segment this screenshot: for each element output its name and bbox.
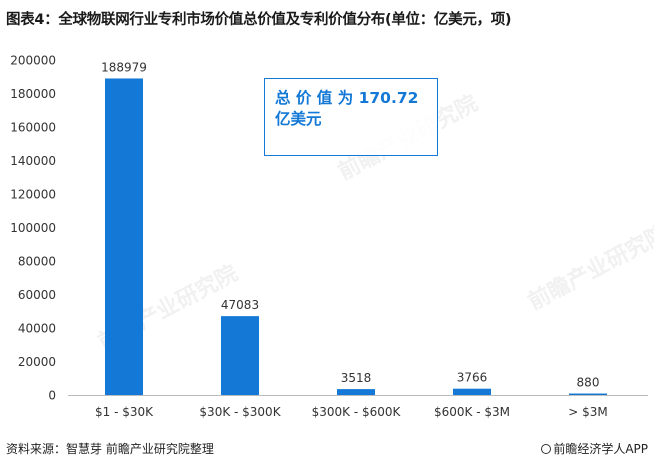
y-tick-label: 200000: [10, 54, 56, 68]
brand-credit: 前瞻经济学人APP: [541, 440, 648, 457]
bar: [337, 389, 375, 395]
y-tick-label: 100000: [10, 221, 56, 235]
data-label: 3766: [457, 371, 488, 385]
y-tick-label: 0: [48, 389, 56, 403]
y-axis: 0 20000 40000 60000 80000 100000 120000 140000 1…: [10, 54, 56, 403]
data-label: 880: [577, 376, 600, 390]
brand-logo-icon: [541, 444, 552, 454]
source-note: 资料来源：智慧芽 前瞻产业研究院整理: [6, 442, 214, 456]
x-tick-label: $600K - $3M: [434, 405, 510, 419]
y-tick-label: 180000: [10, 87, 56, 101]
data-label: 188979: [101, 60, 147, 74]
brand-label: 前瞻经济学人APP: [553, 442, 648, 456]
x-tick-label: $30K - $300K: [199, 405, 281, 419]
y-tick-label: 140000: [10, 154, 56, 168]
y-tick-label: 80000: [18, 255, 56, 269]
y-tick-label: 160000: [10, 121, 56, 135]
x-tick-label: > $3M: [568, 405, 608, 419]
bar: [105, 78, 143, 395]
x-tick-label: $1 - $30K: [95, 405, 154, 419]
bar-series: [105, 78, 607, 395]
data-label: 3518: [341, 371, 372, 385]
x-tick-label: $300K - $600K: [312, 405, 402, 419]
data-label: 47083: [221, 298, 259, 312]
chart-title: 图表4：全球物联网行业专利市场价值总价值及专利价值分布(单位：亿美元，项): [6, 12, 512, 28]
y-tick-label: 40000: [18, 322, 56, 336]
y-tick-label: 60000: [18, 288, 56, 302]
bar: [569, 393, 607, 395]
y-tick-label: 20000: [18, 355, 56, 369]
x-axis: $1 - $30K $30K - $300K $300K - $600K $600K …: [68, 395, 648, 419]
bar: [453, 388, 491, 395]
data-labels: 188979 47083 3518 3766 880: [101, 60, 599, 389]
total-value-annotation: 总 价 值 为 170.72 亿美元: [264, 78, 438, 156]
y-tick-label: 120000: [10, 188, 56, 202]
bar: [221, 316, 259, 395]
